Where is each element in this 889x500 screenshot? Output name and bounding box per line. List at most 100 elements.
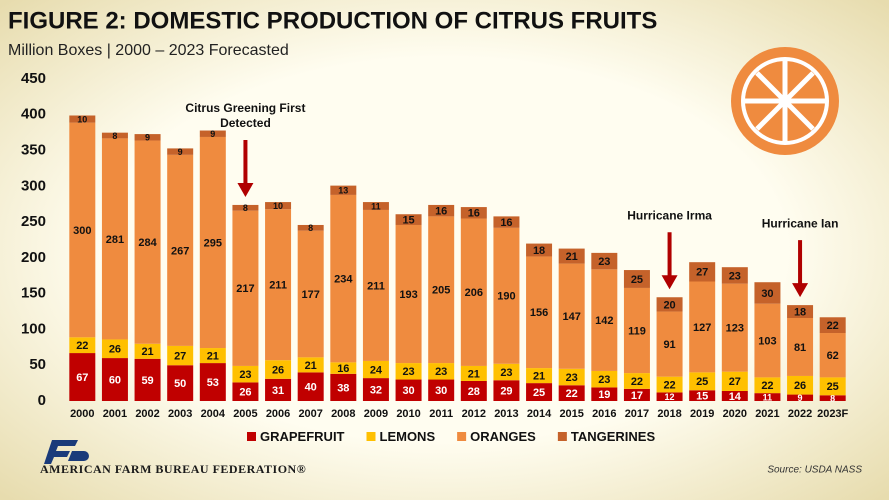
data-label: 123 bbox=[726, 323, 744, 335]
bar-segment bbox=[558, 385, 585, 401]
annotation: Citrus Greening First bbox=[185, 101, 305, 115]
data-label: 103 bbox=[758, 335, 776, 347]
data-label: 62 bbox=[827, 350, 839, 362]
bar-segment bbox=[493, 380, 520, 401]
data-label: 177 bbox=[302, 289, 320, 301]
data-label: 11 bbox=[763, 392, 773, 402]
data-label: 23 bbox=[598, 374, 610, 386]
x-tick-label: 2020 bbox=[723, 408, 747, 420]
data-label: 21 bbox=[305, 360, 317, 372]
x-tick-label: 2012 bbox=[462, 408, 486, 420]
data-label: 22 bbox=[631, 376, 643, 388]
bar-segment bbox=[199, 363, 226, 401]
bar-segment bbox=[134, 358, 161, 401]
data-label: 11 bbox=[371, 201, 381, 211]
bar-segment bbox=[101, 132, 128, 139]
bar-segment bbox=[591, 387, 618, 401]
y-tick-label: 450 bbox=[21, 70, 46, 87]
legend-label: GRAPEFRUIT bbox=[260, 429, 345, 444]
x-tick-label: 2016 bbox=[592, 408, 616, 420]
bar-segment bbox=[558, 263, 585, 369]
legend-swatch bbox=[247, 432, 256, 441]
data-label: 9 bbox=[210, 129, 215, 139]
organization: AMERICAN FARM BUREAU FEDERATION® bbox=[40, 462, 306, 476]
x-tick-label: 2002 bbox=[135, 408, 159, 420]
y-tick-label: 100 bbox=[21, 320, 46, 337]
bar-segment bbox=[591, 252, 618, 270]
x-tick-label: 2007 bbox=[298, 408, 322, 420]
bar-segment bbox=[754, 393, 781, 401]
bar-segment bbox=[69, 115, 96, 123]
x-tick-label: 2004 bbox=[201, 408, 226, 420]
bar-segment bbox=[232, 204, 259, 211]
data-label: 23 bbox=[402, 366, 414, 378]
x-tick-label: 2023F bbox=[817, 408, 848, 420]
data-label: 300 bbox=[73, 225, 91, 237]
data-label: 206 bbox=[465, 287, 483, 299]
data-label: 16 bbox=[337, 363, 349, 375]
bar-segment bbox=[134, 140, 161, 344]
bar-segment bbox=[623, 270, 650, 288]
x-tick-label: 2019 bbox=[690, 408, 714, 420]
data-label: 25 bbox=[533, 387, 545, 399]
bar-segment bbox=[460, 218, 487, 366]
data-label: 38 bbox=[337, 382, 349, 394]
data-label: 15 bbox=[696, 391, 708, 403]
x-tick-label: 2021 bbox=[755, 408, 779, 420]
data-label: 14 bbox=[729, 391, 742, 403]
data-label: 119 bbox=[628, 325, 646, 337]
x-tick-label: 2006 bbox=[266, 408, 290, 420]
bar-segment bbox=[721, 390, 748, 401]
y-tick-label: 0 bbox=[38, 392, 46, 409]
data-label: 9 bbox=[178, 147, 183, 157]
bar-segment bbox=[362, 209, 389, 361]
x-tick-label: 2014 bbox=[527, 408, 552, 420]
data-label: 16 bbox=[468, 208, 480, 220]
data-label: 22 bbox=[827, 320, 839, 332]
bar-segment bbox=[265, 202, 292, 210]
data-label: 60 bbox=[109, 374, 121, 386]
data-label: 8 bbox=[308, 223, 313, 233]
bar-segment bbox=[656, 392, 683, 401]
bar-segment bbox=[591, 370, 618, 388]
bar-segment bbox=[330, 373, 357, 401]
x-tick-label: 2001 bbox=[103, 408, 127, 420]
bar-segment bbox=[199, 348, 226, 364]
data-label: 50 bbox=[174, 378, 186, 390]
bar-segment bbox=[689, 262, 716, 282]
data-label: 40 bbox=[305, 382, 317, 394]
bar-segment bbox=[167, 154, 194, 346]
data-label: 295 bbox=[204, 237, 222, 249]
bar-segment bbox=[623, 388, 650, 401]
bar-segment bbox=[754, 282, 781, 304]
annotation-arrowhead bbox=[661, 275, 678, 290]
bar-segment bbox=[395, 224, 422, 364]
data-label: 281 bbox=[106, 234, 124, 246]
data-label: 16 bbox=[500, 217, 512, 229]
bar-segment bbox=[526, 368, 553, 384]
data-label: 147 bbox=[563, 311, 581, 323]
data-label: 22 bbox=[663, 379, 675, 391]
bar-segment bbox=[428, 216, 455, 364]
y-tick-label: 250 bbox=[21, 213, 46, 230]
bar-segment bbox=[428, 379, 455, 401]
data-label: 24 bbox=[370, 364, 383, 376]
bar-segment bbox=[330, 194, 357, 363]
bar-segment bbox=[232, 382, 259, 401]
data-label: 13 bbox=[338, 186, 348, 196]
data-label: 21 bbox=[207, 350, 219, 362]
x-tick-label: 2015 bbox=[559, 408, 583, 420]
bar-segment bbox=[330, 362, 357, 374]
data-label: 12 bbox=[665, 392, 675, 402]
bar-segment bbox=[754, 303, 781, 378]
data-label: 23 bbox=[239, 369, 251, 381]
data-label: 30 bbox=[435, 385, 447, 397]
bar-segment bbox=[69, 122, 96, 338]
data-label: 22 bbox=[76, 340, 88, 352]
bar-segment bbox=[101, 339, 128, 359]
data-label: 9 bbox=[145, 133, 150, 143]
y-tick-label: 300 bbox=[21, 177, 46, 194]
data-label: 28 bbox=[468, 386, 480, 398]
bar-segment bbox=[558, 368, 585, 386]
